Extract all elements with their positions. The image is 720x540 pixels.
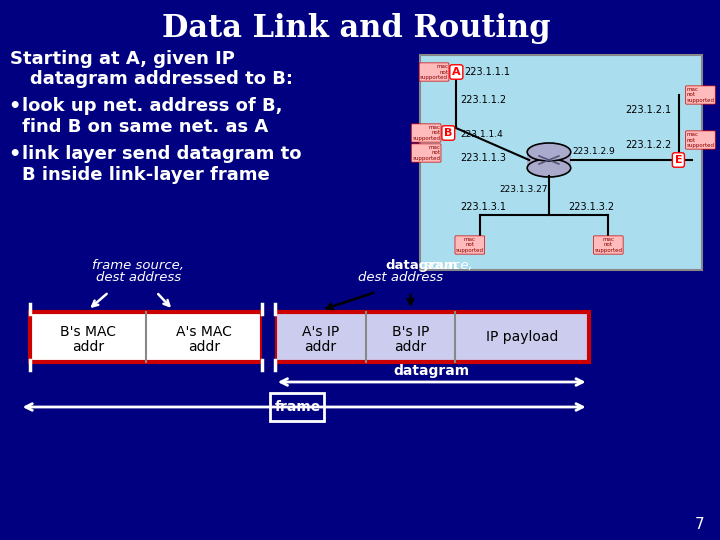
Text: link layer send datagram to: link layer send datagram to bbox=[22, 145, 301, 163]
Text: •: • bbox=[8, 145, 20, 164]
Text: 223.1.3.1: 223.1.3.1 bbox=[460, 202, 506, 212]
Text: datagram: datagram bbox=[386, 259, 459, 272]
Text: IP payload: IP payload bbox=[485, 330, 558, 344]
Text: addr: addr bbox=[305, 340, 336, 354]
Text: mac
not
supported: mac not supported bbox=[594, 237, 622, 253]
Text: mac
not
supported: mac not supported bbox=[420, 64, 448, 80]
Text: datagram: datagram bbox=[394, 364, 470, 378]
Text: addr: addr bbox=[188, 340, 220, 354]
Text: 223.1.3.2: 223.1.3.2 bbox=[569, 202, 615, 212]
Text: A's MAC: A's MAC bbox=[176, 325, 232, 339]
Text: •: • bbox=[8, 97, 20, 116]
Text: A: A bbox=[452, 67, 461, 77]
Bar bbox=[420, 55, 702, 270]
Text: mac
not
supported: mac not supported bbox=[686, 87, 714, 103]
Text: 223.1.2.9: 223.1.2.9 bbox=[572, 147, 616, 156]
Text: Data Link and Routing: Data Link and Routing bbox=[162, 13, 550, 44]
Ellipse shape bbox=[527, 143, 571, 161]
Text: look up net. address of B,: look up net. address of B, bbox=[22, 97, 282, 115]
Text: mac
not
supported: mac not supported bbox=[456, 237, 484, 253]
Text: 7: 7 bbox=[695, 517, 704, 532]
Text: B's IP: B's IP bbox=[392, 325, 429, 339]
Bar bbox=[262, 302, 275, 372]
Bar bbox=[275, 312, 588, 362]
Bar bbox=[30, 312, 262, 362]
Text: source,: source, bbox=[386, 259, 472, 272]
Text: addr: addr bbox=[72, 340, 104, 354]
Text: B's MAC: B's MAC bbox=[60, 325, 116, 339]
Text: mac
not
supported: mac not supported bbox=[686, 132, 714, 148]
Text: frame source,: frame source, bbox=[92, 259, 184, 272]
Text: frame: frame bbox=[274, 400, 321, 414]
Text: datagram addressed to B:: datagram addressed to B: bbox=[30, 70, 292, 88]
Text: 223.1.1.3: 223.1.1.3 bbox=[460, 153, 506, 163]
Text: addr: addr bbox=[395, 340, 426, 354]
Text: 223.1.3.27: 223.1.3.27 bbox=[500, 186, 548, 194]
Text: mac
not
supported: mac not supported bbox=[412, 145, 440, 161]
Text: A's IP: A's IP bbox=[302, 325, 339, 339]
Text: dest address: dest address bbox=[96, 271, 181, 284]
Text: B inside link-layer frame: B inside link-layer frame bbox=[22, 166, 269, 184]
Text: find B on same net. as A: find B on same net. as A bbox=[22, 118, 268, 136]
Text: 223.1.2.1: 223.1.2.1 bbox=[625, 105, 671, 115]
Ellipse shape bbox=[527, 159, 571, 177]
Bar bbox=[527, 152, 571, 168]
Text: 223.1.1.2: 223.1.1.2 bbox=[460, 95, 506, 105]
Text: 223.1.1.4: 223.1.1.4 bbox=[460, 130, 503, 139]
Text: B: B bbox=[444, 128, 452, 138]
Text: 223.1.1.1: 223.1.1.1 bbox=[464, 67, 510, 77]
Text: E: E bbox=[675, 155, 682, 165]
Text: Starting at A, given IP: Starting at A, given IP bbox=[10, 50, 235, 68]
Text: dest address: dest address bbox=[358, 271, 443, 284]
Bar bbox=[270, 393, 325, 421]
Text: mac
not
supported: mac not supported bbox=[412, 125, 440, 141]
Text: 223.1.2.2: 223.1.2.2 bbox=[625, 140, 671, 150]
